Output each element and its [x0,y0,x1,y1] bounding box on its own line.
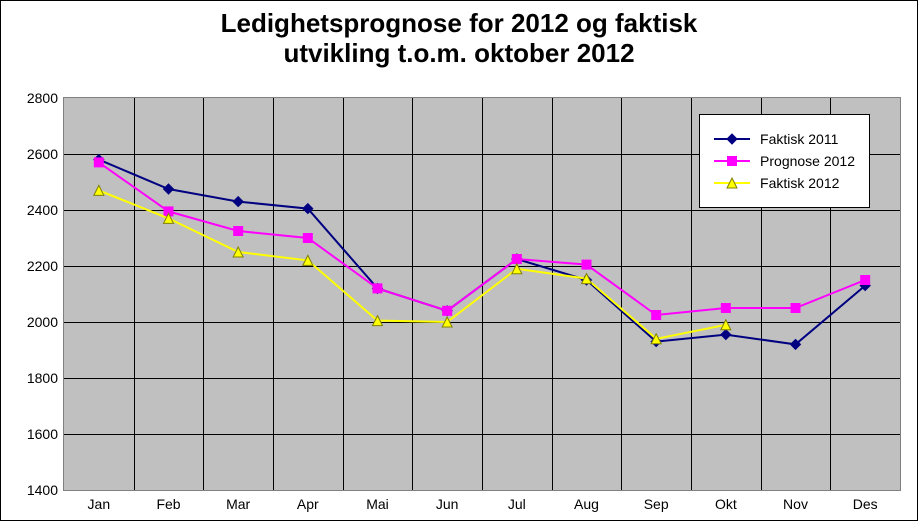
legend-label: Faktisk 2011 [760,131,838,147]
y-tick-label: 2400 [27,202,64,218]
legend-item: Prognose 2012 [714,153,855,169]
x-tick-label: Okt [715,490,737,512]
chart-title: Ledighetsprognose for 2012 og faktisk ut… [1,9,917,69]
legend-item: Faktisk 2011 [714,131,855,147]
y-tick-label: 1600 [27,426,64,442]
x-tick-label: Jul [508,490,526,512]
chart-title-line1: Ledighetsprognose for 2012 og faktisk [221,8,698,38]
series-marker [861,276,870,285]
x-tick-label: Mai [366,490,389,512]
y-tick-label: 2000 [27,314,64,330]
legend: Faktisk 2011 Prognose 2012 Faktisk 2012 [699,114,870,208]
x-tick-label: Jan [88,490,111,512]
series-marker [791,304,800,313]
series-marker [652,311,661,320]
series-marker [303,234,312,243]
legend-label: Faktisk 2012 [760,175,839,191]
y-tick-label: 2600 [27,146,64,162]
x-tick-label: Apr [297,490,319,512]
legend-swatch [714,154,750,168]
x-tick-label: Des [853,490,878,512]
series-marker [443,306,452,315]
series-marker [233,197,243,207]
legend-swatch [714,132,750,146]
legend-label: Prognose 2012 [760,153,855,169]
series-marker [582,260,591,269]
legend-item: Faktisk 2012 [714,175,855,191]
y-tick-label: 2800 [27,90,64,106]
x-tick-label: Feb [156,490,180,512]
x-tick-label: Nov [783,490,808,512]
plot-area: 14001600180020002200240026002800JanFebMa… [63,97,901,491]
x-tick-label: Sep [644,490,669,512]
y-tick-label: 1800 [27,370,64,386]
series-marker [512,255,521,264]
series-marker [94,158,103,167]
x-tick-label: Jun [436,490,459,512]
y-tick-label: 2200 [27,258,64,274]
series-marker [373,284,382,293]
chart-container: Ledighetsprognose for 2012 og faktisk ut… [0,0,918,521]
series-marker [164,184,174,194]
series-marker [94,185,104,195]
chart-title-line2: utvikling t.o.m. oktober 2012 [283,38,634,68]
y-tick-label: 1400 [27,482,64,498]
series-marker [721,330,731,340]
series-marker [721,304,730,313]
series-marker [234,227,243,236]
x-tick-label: Aug [574,490,599,512]
series-line [99,190,726,338]
legend-swatch [714,176,750,190]
x-tick-label: Mar [226,490,250,512]
